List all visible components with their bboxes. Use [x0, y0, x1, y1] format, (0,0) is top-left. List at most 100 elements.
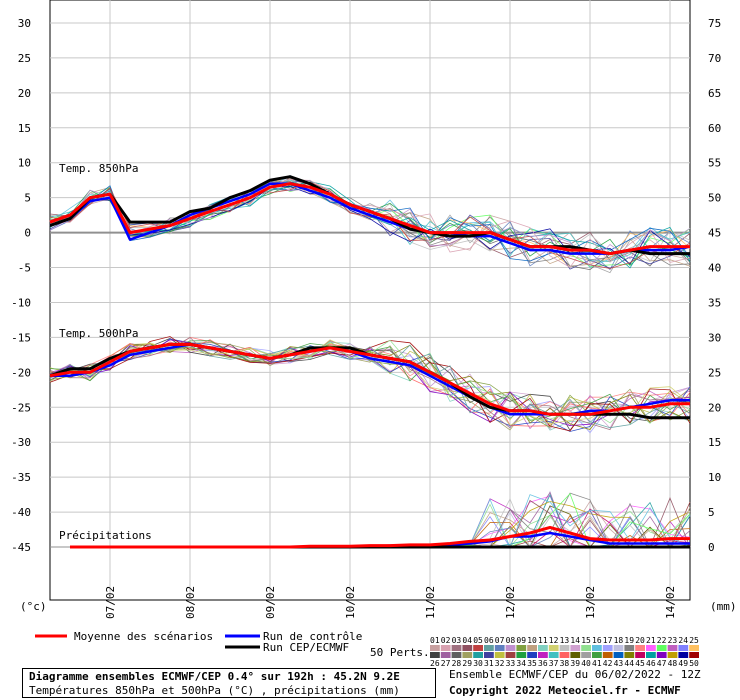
member-number: 05	[473, 636, 483, 645]
member-swatch	[613, 645, 624, 651]
left-tick-label: -30	[11, 436, 31, 449]
chart-axes: 07/02 08/02 09/02 10/02 11/02 12/02 13/02 14/02…	[11, 17, 736, 619]
member-number: 41	[592, 659, 602, 668]
x-tick-label: 12/02	[504, 586, 517, 619]
member-swatch	[462, 645, 473, 651]
member-number: 03	[452, 636, 462, 645]
member-swatch	[462, 652, 473, 658]
member-swatch	[570, 645, 581, 651]
run-info: Ensemble ECMWF/CEP du 06/02/2022 - 12Z	[449, 668, 701, 681]
x-tick-label: 09/02	[264, 586, 277, 619]
member-number: 01	[430, 636, 440, 645]
member-swatch	[570, 652, 581, 658]
left-tick-label: -25	[11, 401, 31, 414]
member-number: 13	[560, 636, 570, 645]
member-swatch	[646, 652, 656, 658]
member-number: 34	[516, 659, 526, 668]
left-tick-label: -5	[18, 262, 31, 275]
right-tick-label: 30	[708, 331, 721, 344]
member-swatch	[451, 652, 462, 658]
member-number: 42	[603, 659, 613, 668]
mean-line	[49, 342, 690, 416]
right-tick-label: 70	[708, 52, 721, 65]
left-tick-label: -20	[11, 366, 31, 379]
member-number: 49	[678, 659, 688, 668]
member-swatch	[516, 645, 527, 651]
right-tick-label: 10	[708, 471, 721, 484]
right-tick-label: 65	[708, 87, 721, 100]
legend-control-label: Run de contrôle	[263, 630, 362, 643]
member-number: 10	[527, 636, 537, 645]
member-number: 45	[635, 659, 645, 668]
member-swatch	[548, 652, 559, 658]
left-tick-label: -35	[11, 471, 31, 484]
x-tick-label: 08/02	[184, 586, 197, 619]
right-tick-label: 45	[708, 227, 721, 240]
x-tick-label: 10/02	[344, 586, 357, 619]
member-swatch	[689, 652, 699, 658]
member-number: 22	[657, 636, 667, 645]
right-tick-label: 15	[708, 436, 721, 449]
member-number: 31	[484, 659, 494, 668]
member-swatch	[527, 645, 537, 651]
left-tick-label: 0	[24, 227, 31, 240]
x-tick-label: 13/02	[584, 586, 597, 619]
member-number: 32	[495, 659, 505, 668]
mean-line	[70, 525, 690, 549]
member-swatch	[538, 645, 548, 651]
left-tick-label: 25	[18, 52, 31, 65]
control-line	[49, 182, 691, 255]
member-line	[49, 181, 691, 269]
member-number: 07	[495, 636, 505, 645]
member-number: 40	[581, 659, 591, 668]
member-swatch	[635, 652, 645, 658]
member-swatch	[624, 645, 635, 651]
member-number: 17	[603, 636, 613, 645]
x-tick-label: 11/02	[424, 586, 437, 619]
right-tick-label: 5	[708, 506, 715, 519]
member-swatch	[440, 645, 451, 651]
member-number: 25	[689, 636, 699, 645]
member-swatch	[430, 645, 440, 651]
control-line	[50, 343, 690, 416]
right-tick-label: 55	[708, 157, 721, 170]
right-tick-label: 60	[708, 122, 721, 135]
member-swatch	[505, 645, 516, 651]
member-number: 36	[538, 659, 548, 668]
member-swatch	[667, 645, 678, 651]
chart-title: Diagramme ensembles ECMWF/CEP 0.4° sur 1…	[29, 670, 400, 683]
member-number: 47	[657, 659, 667, 668]
title-box: Diagramme ensembles ECMWF/CEP 0.4° sur 1…	[22, 668, 436, 698]
member-number: 43	[614, 659, 624, 668]
left-tick-label: 10	[18, 157, 31, 170]
right-tick-label: 25	[708, 366, 721, 379]
member-swatch	[635, 645, 645, 651]
member-swatch	[473, 652, 483, 658]
member-number: 18	[614, 636, 624, 645]
left-tick-label: 20	[18, 87, 31, 100]
member-number: 09	[516, 636, 526, 645]
member-number: 37	[549, 659, 559, 668]
member-swatch	[505, 652, 516, 658]
right-unit-label: (mm)	[710, 600, 737, 613]
member-swatch	[581, 645, 591, 651]
member-swatch	[527, 652, 537, 658]
panel-label: Temp. 500hPa	[59, 327, 138, 340]
member-swatch	[624, 652, 635, 658]
member-line	[49, 181, 691, 267]
member-swatch	[592, 652, 602, 658]
right-tick-label: 75	[708, 17, 721, 30]
x-tick-label: 07/02	[104, 586, 117, 619]
member-number: 28	[452, 659, 462, 668]
member-swatch	[494, 645, 505, 651]
copyright: Copyright 2022 Meteociel.fr - ECMWF	[449, 684, 681, 697]
left-tick-label: -45	[11, 541, 31, 554]
member-line	[49, 185, 691, 262]
member-swatch	[516, 652, 527, 658]
member-swatch	[548, 645, 559, 651]
member-number: 35	[527, 659, 537, 668]
member-number: 14	[570, 636, 580, 645]
member-swatch	[581, 652, 591, 658]
x-tick-label: 14/02	[664, 586, 677, 619]
